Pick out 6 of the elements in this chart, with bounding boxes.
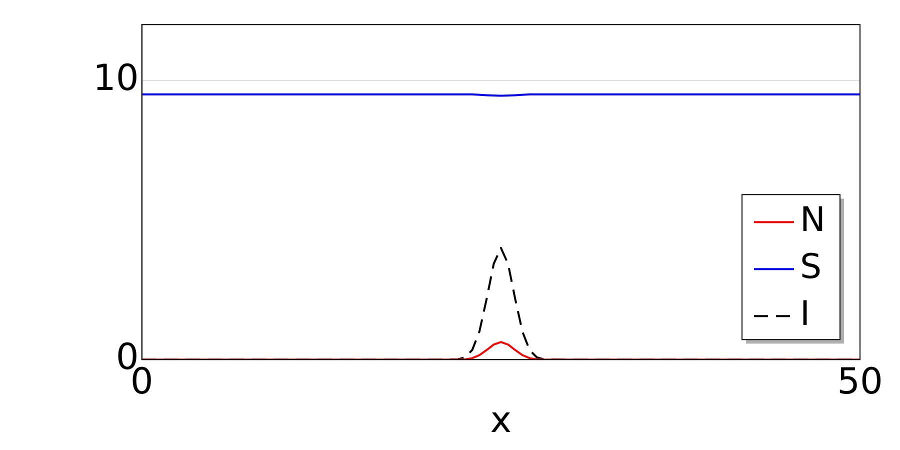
- x-axis-title: x: [490, 400, 512, 441]
- y-tick-label: 10: [92, 58, 139, 99]
- legend-label: N: [800, 200, 826, 240]
- legend-label: I: [800, 294, 810, 334]
- legend-label: S: [800, 246, 822, 287]
- x-tick-label: 50: [837, 362, 883, 403]
